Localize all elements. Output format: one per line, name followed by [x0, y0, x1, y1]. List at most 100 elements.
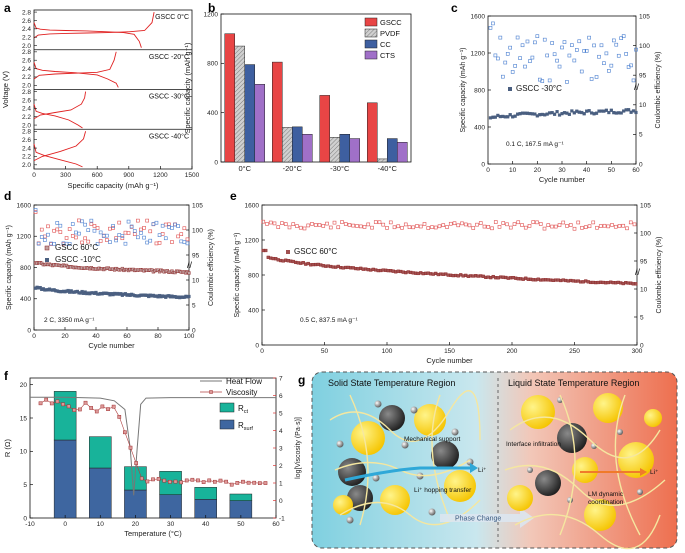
ce-point [105, 233, 109, 238]
y-axis-label: Voltage (V) [1, 70, 10, 108]
ce-point [599, 43, 604, 48]
panel-f-label: f [4, 369, 9, 383]
ce-point [617, 224, 622, 228]
ce-point [512, 222, 517, 226]
x-axis-label: Cycle number [426, 356, 473, 365]
ce-point [167, 222, 171, 227]
viscosity-point [38, 401, 43, 406]
viscosity-point [257, 481, 262, 485]
axis-break: // [634, 82, 640, 92]
ce-point [565, 80, 569, 84]
ce-point [567, 53, 572, 58]
x-tick-label: 20 [534, 167, 542, 174]
ce-point [583, 225, 588, 229]
ce-point [609, 63, 614, 68]
ce-point [500, 74, 505, 79]
viscosity-point [117, 415, 122, 419]
ce-point [580, 225, 584, 230]
y-tick-label: 800 [474, 87, 485, 94]
y2-axis-label: log[Viscosity (Pa·s)] [295, 417, 302, 479]
y2-axis-label: Coulombic efficiency (%) [655, 52, 662, 129]
ce-point [535, 34, 540, 39]
ce-point [272, 221, 277, 226]
legend-subscript: surf [244, 426, 254, 432]
ce-point [388, 220, 393, 225]
ce-point [456, 223, 461, 228]
ce-point [132, 229, 137, 233]
y-tick-label: 1600 [245, 202, 260, 209]
y-tick-label: 2.4 [22, 145, 31, 152]
ce-point [497, 225, 502, 229]
legend-swatch [219, 419, 235, 430]
bar-cc [244, 64, 255, 163]
sulfur-particle [351, 421, 385, 455]
y2-tick-label: 105 [639, 13, 650, 20]
legend-label: GSCC -10°C [55, 255, 101, 264]
y-tick-label: 400 [248, 307, 259, 314]
ce-point [64, 236, 69, 240]
interface-infiltration-label: Interface infiltration [506, 441, 561, 448]
ce-point [553, 224, 558, 229]
y2-tick-label: 95 [640, 258, 648, 265]
ce-point [557, 64, 562, 69]
ce-point [108, 240, 112, 244]
x-tick-label: 300 [632, 348, 643, 355]
legend-label-rsurf: Rsurf [238, 421, 253, 432]
ce-point [52, 228, 56, 233]
y-tick-label: 2.6 [22, 58, 31, 65]
ce-point [486, 225, 491, 229]
ce-point [496, 56, 500, 61]
ce-point [142, 235, 146, 240]
ce-point [501, 221, 506, 225]
ce-point [508, 225, 513, 230]
viscosity-point [111, 404, 116, 409]
ce-point [560, 45, 564, 50]
legend-marker [209, 390, 213, 394]
axis-break: // [187, 260, 193, 270]
y-tick-label: 2.6 [22, 97, 31, 104]
ce-point [471, 226, 476, 230]
ce-point [604, 51, 609, 56]
legend-swatch [364, 17, 378, 27]
viscosity-point [235, 481, 240, 485]
ce-point [538, 222, 543, 226]
ce-point [265, 222, 269, 226]
ce-point [117, 220, 122, 225]
li-plus-left: Li⁺ [478, 467, 487, 474]
y2-tick-label: 1 [279, 480, 283, 487]
y2-tick-label: 2 [279, 463, 283, 470]
ce-point [89, 218, 94, 223]
y-tick-label: 800 [20, 265, 31, 272]
ce-point [105, 238, 109, 242]
ce-point [621, 34, 626, 38]
legend-marker [286, 250, 290, 254]
discharge-curve [33, 22, 142, 48]
lm-dynamic-label-2: coordination [588, 499, 624, 506]
ce-point [634, 47, 638, 52]
x-tick-label: 60 [632, 167, 640, 174]
ce-point [328, 225, 333, 230]
ce-point [86, 228, 91, 232]
ce-point [295, 224, 299, 228]
sulfur-particle [444, 470, 476, 502]
legend-label: GSCC -30°C [516, 84, 562, 93]
ce-point [381, 222, 386, 227]
viscosity-point [179, 480, 183, 485]
ce-point [520, 43, 525, 48]
x-tick-label: 1200 [153, 172, 168, 179]
ce-point [525, 39, 530, 44]
capacity-point [533, 112, 537, 116]
x-tick-label: 600 [92, 172, 103, 179]
ce-point [503, 60, 508, 65]
charge-curve [33, 91, 87, 120]
capacity-point [604, 108, 608, 112]
ce-point [540, 79, 545, 83]
viscosity-point [151, 477, 155, 482]
panel-a-label: a [4, 1, 11, 15]
ce-point [445, 225, 449, 229]
x-tick-label: 80 [154, 333, 162, 340]
y-tick-label: 20 [20, 382, 28, 389]
ce-point [488, 26, 493, 30]
ce-point [572, 58, 577, 63]
